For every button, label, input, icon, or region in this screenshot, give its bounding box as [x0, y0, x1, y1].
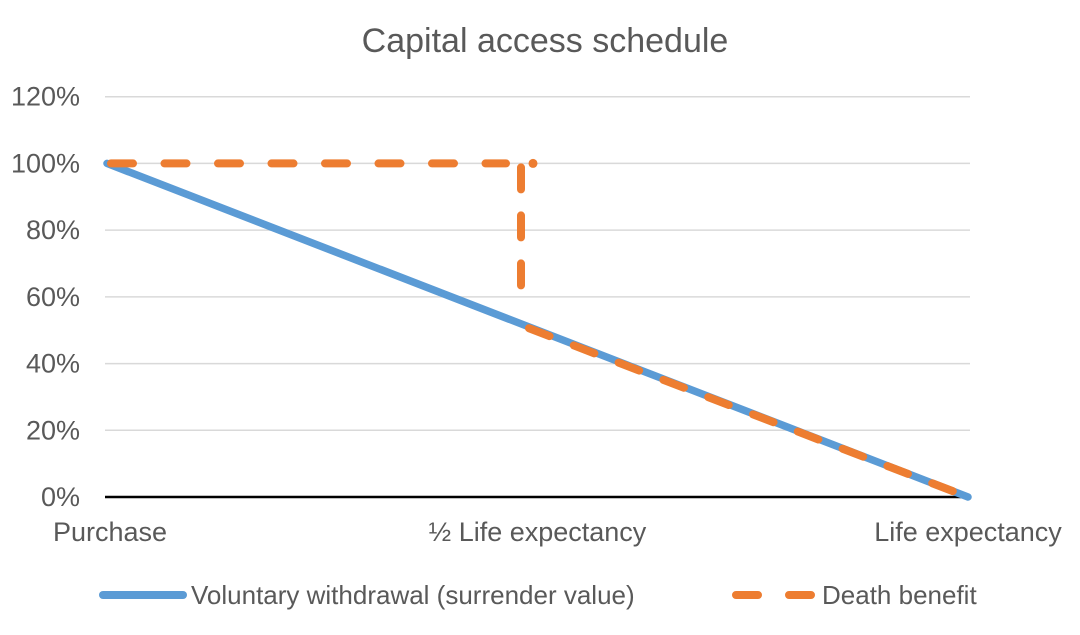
y-tick-label: 100%: [11, 148, 80, 178]
x-tick-label: ½ Life expectancy: [429, 517, 647, 547]
y-tick-label: 0%: [41, 482, 80, 512]
legend-label-surrender-value: Voluntary withdrawal (surrender value): [191, 580, 635, 610]
y-axis-labels: 120% 100% 80% 60% 40% 20% 0%: [11, 82, 80, 512]
death-benefit-line: [107, 158, 972, 501]
y-tick-label: 60%: [26, 282, 80, 312]
y-tick-label: 20%: [26, 415, 80, 445]
death-benefit-corner-dot: [528, 158, 538, 168]
x-tick-label: Purchase: [53, 517, 167, 547]
gridlines: [105, 95, 970, 432]
x-tick-label: Life expectancy: [874, 517, 1062, 547]
y-tick-label: 40%: [26, 349, 80, 379]
y-tick-label: 80%: [26, 215, 80, 245]
legend-label-death-benefit: Death benefit: [822, 580, 977, 610]
chart-title: Capital access schedule: [362, 22, 729, 60]
death-benefit-diagonal-segment: [525, 324, 972, 501]
legend: Voluntary withdrawal (surrender value) D…: [99, 580, 977, 610]
y-tick-label: 120%: [11, 82, 80, 112]
x-axis-labels: Purchase ½ Life expectancy Life expectancy: [53, 517, 1062, 547]
